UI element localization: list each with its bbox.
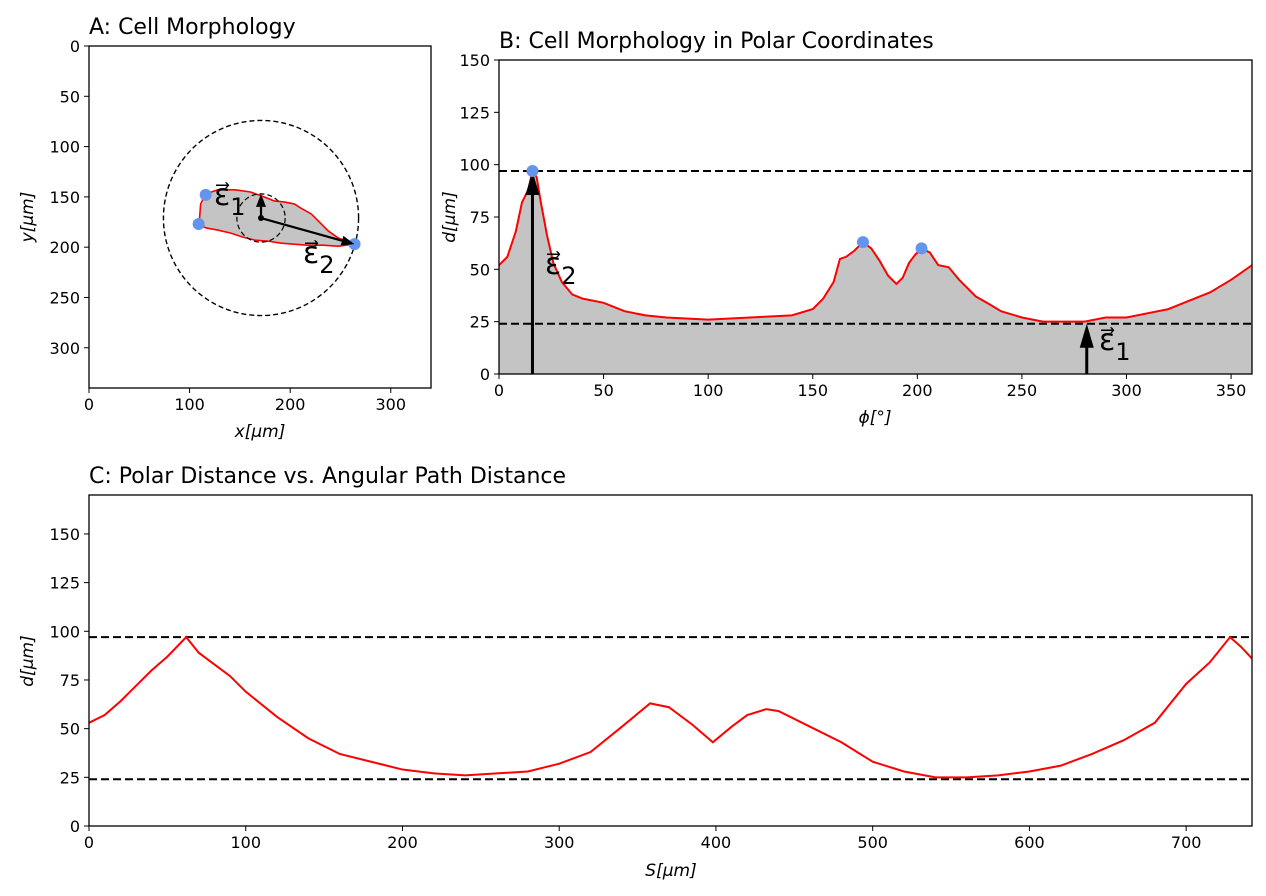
panel-b-xtick-label: 150 — [797, 381, 828, 400]
outer-radius-circle — [162, 119, 360, 317]
panel-a-ytick-label: 200 — [49, 238, 80, 257]
panel-a-ylabel: y[μm] — [18, 192, 38, 244]
key-point-marker — [199, 188, 212, 201]
panel-b-ytick-label: 150 — [459, 51, 490, 70]
panel-c-xtick-label: 700 — [1171, 833, 1202, 852]
panel-c-xtick-label: 100 — [230, 833, 261, 852]
vector-1-head — [256, 193, 267, 207]
panel-c-ytick-label: 75 — [60, 671, 80, 690]
panel-b-title: B: Cell Morphology in Polar Coordinates — [499, 29, 934, 54]
vector-2-head — [525, 170, 540, 195]
polar-area-fill — [499, 170, 1252, 374]
key-point-marker — [526, 164, 539, 177]
panel-b-xtick-label: 250 — [1007, 381, 1038, 400]
panel-c-xtick-label: 400 — [701, 833, 732, 852]
panel-b-xtick-label: 200 — [902, 381, 933, 400]
key-point-marker — [192, 218, 205, 231]
panel-a-ytick-label: 100 — [49, 138, 80, 157]
panel-a-xtick-label: 0 — [84, 395, 94, 414]
panel-c-xtick-label: 0 — [84, 833, 94, 852]
panel-b-xtick-label: 50 — [593, 381, 613, 400]
panel-a-ytick-label: 0 — [70, 37, 80, 56]
panel-c-path-distance: C: Polar Distance vs. Angular Path Dista… — [18, 464, 1253, 881]
vector-2-shaft — [260, 216, 343, 242]
panel-a-xtick-label: 200 — [275, 395, 306, 414]
panel-c-xlabel: S[μm] — [645, 861, 696, 881]
panel-b-ytick-label: 0 — [480, 365, 490, 384]
path-distance-line — [88, 635, 1253, 779]
panel-a-xtick-label: 100 — [174, 395, 205, 414]
panel-c-xtick-label: 600 — [1014, 833, 1045, 852]
panel-b-polar-coordinates: B: Cell Morphology in Polar Coordinates … — [440, 29, 1253, 428]
panel-c-xtick-label: 200 — [387, 833, 418, 852]
panel-b-ytick-label: 25 — [470, 313, 490, 332]
panel-a-xlabel: x[μm] — [234, 422, 286, 442]
panel-c-ytick-label: 100 — [49, 622, 80, 641]
panel-c-ytick-label: 0 — [70, 817, 80, 836]
panel-b-ylabel: d[μm] — [440, 191, 460, 242]
panel-b-xtick-label: 300 — [1111, 381, 1142, 400]
panel-c-xtick-label: 300 — [544, 833, 575, 852]
panel-a-frame — [88, 45, 432, 389]
panel-a-ytick-label: 300 — [49, 339, 80, 358]
panel-c-ytick-label: 50 — [60, 720, 80, 739]
panel-b-xtick-label: 100 — [693, 381, 724, 400]
panel-c-title: C: Polar Distance vs. Angular Path Dista… — [89, 464, 566, 489]
panel-a-title: A: Cell Morphology — [89, 15, 296, 40]
panel-c-ytick-label: 125 — [49, 574, 80, 593]
panel-b-ytick-label: 100 — [459, 156, 490, 175]
panel-c-frame — [88, 494, 1253, 827]
panel-a-ytick-label: 50 — [60, 87, 80, 106]
panel-a-ytick-label: 250 — [49, 288, 80, 307]
panel-b-ytick-label: 50 — [470, 260, 490, 279]
key-point-marker — [915, 242, 928, 255]
key-point-marker — [856, 236, 869, 249]
vector-2-head — [340, 235, 355, 246]
vector-1-head — [1079, 323, 1094, 348]
panel-b-ytick-label: 75 — [470, 208, 490, 227]
panel-c-xtick-label: 500 — [857, 833, 888, 852]
panel-c-ylabel: d[μm] — [18, 635, 38, 686]
panel-c-ytick-label: 25 — [60, 768, 80, 787]
panel-b-xlabel: ϕ[°] — [859, 408, 892, 428]
panel-b-ytick-label: 125 — [459, 103, 490, 122]
panel-a-xtick-label: 300 — [375, 395, 406, 414]
panel-c-ytick-label: 150 — [49, 525, 80, 544]
panel-b-xtick-label: 0 — [494, 381, 504, 400]
panel-a-ytick-label: 150 — [49, 188, 80, 207]
panel-b-xtick-label: 350 — [1216, 381, 1247, 400]
panel-a-cell-morphology: A: Cell Morphology x[μm] y[μm] ε⃗1ε⃗20 10… — [18, 15, 432, 442]
